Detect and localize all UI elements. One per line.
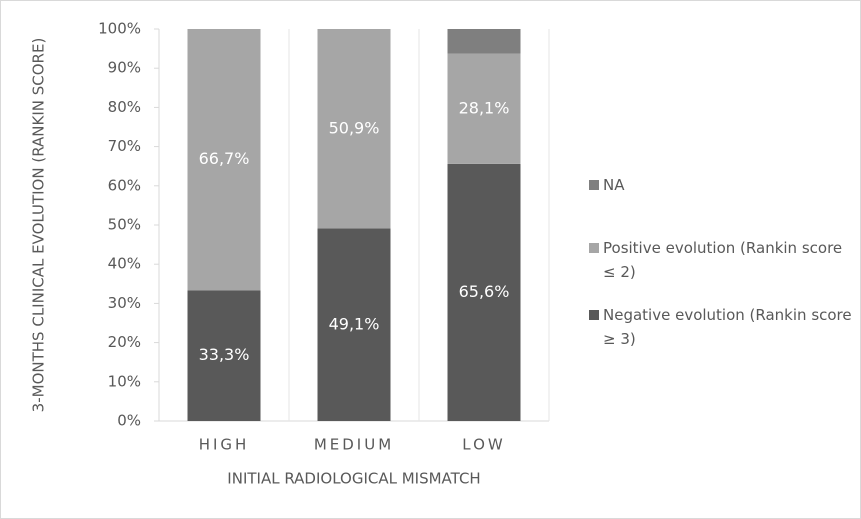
legend-label: Negative evolution (Rankin score ≥ 3) xyxy=(603,306,852,348)
x-tick-label: MEDIUM xyxy=(314,436,394,454)
y-tick-label: 100% xyxy=(98,20,141,38)
bar-segment xyxy=(317,29,391,229)
bar-segment xyxy=(187,290,261,421)
bar-segment xyxy=(447,53,521,164)
x-tick-label: HIGH xyxy=(199,436,250,454)
bar-segment xyxy=(187,29,261,291)
y-tick-label: 20% xyxy=(108,333,141,351)
y-tick-label: 10% xyxy=(108,372,141,390)
legend-swatch xyxy=(589,243,599,253)
y-tick-label: 0% xyxy=(117,412,141,430)
value-label: 65,6% xyxy=(459,282,510,301)
legend-swatch xyxy=(589,310,599,320)
value-label: 49,1% xyxy=(329,314,380,333)
value-label: 28,1% xyxy=(459,98,510,117)
y-tick-label: 30% xyxy=(108,294,141,312)
y-tick-label: 50% xyxy=(108,216,141,234)
value-label: 50,9% xyxy=(329,118,380,137)
y-tick-label: 90% xyxy=(108,59,141,77)
bar-segment xyxy=(317,228,391,421)
bar-segment xyxy=(447,163,521,421)
value-label: 33,3% xyxy=(199,345,250,364)
value-label: 66,7% xyxy=(199,149,250,168)
legend-label: NA xyxy=(603,176,625,194)
legend-swatch xyxy=(589,180,599,190)
y-axis-title: 3-MONTHS CLINICAL EVOLUTION (RANKIN SCOR… xyxy=(29,37,48,413)
legend-label: Positive evolution (Rankin score ≤ 2) xyxy=(603,239,843,281)
y-tick-label: 80% xyxy=(108,98,141,116)
y-tick-label: 60% xyxy=(108,176,141,194)
y-tick-label: 70% xyxy=(108,137,141,155)
y-tick-label: 40% xyxy=(108,255,141,273)
x-axis-title: INITIAL RADIOLOGICAL MISMATCH xyxy=(227,470,480,488)
bar-segment xyxy=(447,29,521,54)
x-tick-label: LOW xyxy=(462,436,505,454)
